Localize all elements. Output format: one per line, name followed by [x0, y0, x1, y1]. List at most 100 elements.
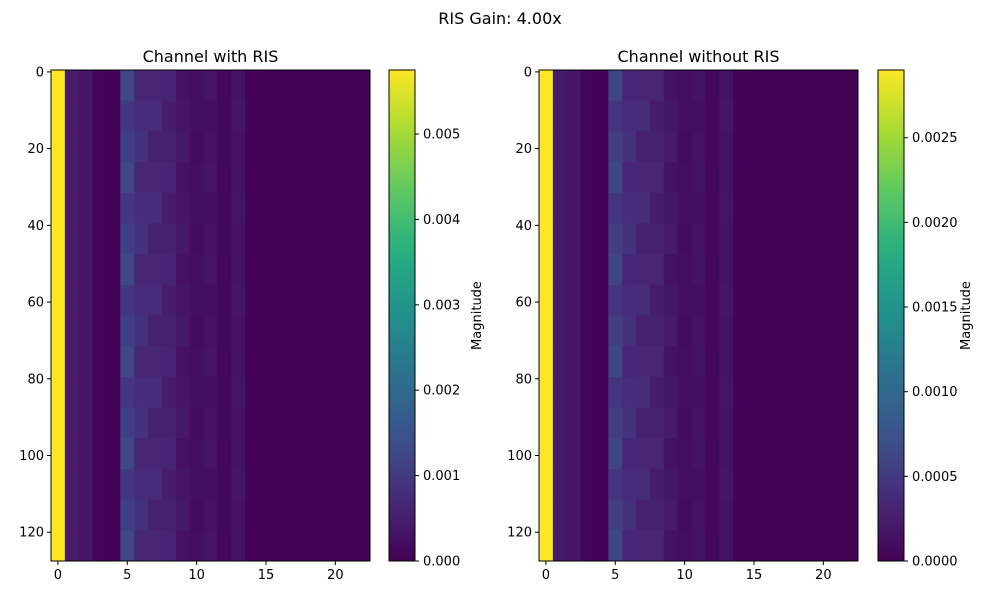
heatmap-cell	[691, 223, 706, 255]
heatmap-cell	[760, 407, 776, 439]
heatmap-cell	[245, 468, 260, 501]
heatmap-cell	[51, 223, 66, 255]
heatmap-cell	[594, 284, 609, 316]
heatmap-cell	[622, 499, 637, 531]
heatmap-cell	[356, 438, 371, 470]
heatmap-cell	[92, 530, 107, 562]
heatmap-cell	[733, 499, 748, 531]
heatmap-cell	[120, 530, 135, 562]
heatmap-cell	[259, 254, 274, 286]
heatmap-cell	[189, 376, 204, 408]
heatmap-cell	[816, 284, 831, 316]
y-tick-label: 120	[19, 526, 44, 541]
heatmap-cell	[566, 70, 582, 102]
heatmap-cell	[286, 284, 302, 316]
heatmap-cell	[286, 499, 302, 531]
colorbar-tick-label: 0.002	[423, 384, 460, 399]
heatmap-cell	[92, 438, 107, 470]
heatmap-cell	[231, 100, 246, 132]
heatmap-cell	[272, 162, 288, 194]
heatmap-cell	[719, 438, 734, 470]
x-tick-label: 10	[676, 568, 693, 583]
heatmap-cell	[78, 100, 94, 132]
heatmap-cell	[314, 438, 329, 470]
heatmap-cell	[691, 284, 706, 316]
heatmap-cell	[622, 254, 637, 286]
heatmap-cell	[774, 376, 790, 408]
heatmap-cell	[539, 70, 554, 102]
x-tick-label: 0	[542, 568, 550, 583]
heatmap-cell	[51, 468, 66, 501]
heatmap-cell	[719, 100, 734, 132]
heatmap-cell	[677, 438, 692, 470]
heatmap-cell	[342, 407, 357, 439]
heatmap-cell	[844, 346, 859, 378]
heatmap-cell	[245, 376, 260, 408]
heatmap-cell	[802, 407, 817, 439]
heatmap-cell	[552, 162, 568, 194]
heatmap-cell	[774, 499, 790, 531]
heatmap-cell	[636, 468, 651, 501]
heatmap-cell	[356, 315, 371, 347]
heatmap-cell	[663, 70, 679, 102]
heatmap-cell	[175, 315, 191, 347]
heatmap-cell	[314, 315, 329, 347]
heatmap-cell	[663, 284, 679, 316]
y-tick-label: 80	[27, 372, 44, 387]
heatmap-cell	[51, 499, 66, 531]
heatmap-cell	[92, 162, 107, 194]
heatmap-cell	[733, 223, 748, 255]
heatmap-cell	[649, 192, 665, 224]
heatmap-cell	[566, 100, 582, 132]
heatmap-cell	[245, 530, 260, 562]
heatmap-cell	[788, 162, 803, 194]
heatmap-cell	[622, 315, 637, 347]
heatmap-cell	[342, 254, 357, 286]
heatmap-cell	[245, 346, 260, 378]
heatmap-cell	[594, 192, 609, 224]
heatmap-cell	[691, 346, 706, 378]
heatmap-cell	[802, 70, 817, 102]
heatmap-cell	[691, 70, 706, 102]
heatmap-cell	[691, 407, 706, 439]
heatmap-cell	[608, 499, 623, 531]
heatmap-cell	[231, 192, 246, 224]
heatmap-cell	[733, 346, 748, 378]
heatmap-cell	[328, 438, 343, 470]
heatmap-cell	[64, 100, 80, 132]
y-tick-label: 40	[27, 219, 44, 234]
y-tick-label: 100	[507, 449, 532, 464]
heatmap-cell	[774, 131, 790, 163]
heatmap-cell	[747, 131, 762, 163]
y-tick-label: 20	[515, 142, 532, 157]
heatmap-cell	[719, 70, 734, 102]
heatmap-cell	[189, 499, 204, 531]
heatmap-cell	[774, 530, 790, 562]
heatmap-cell	[760, 284, 776, 316]
heatmap-cell	[788, 100, 803, 132]
heatmap-cell	[552, 438, 568, 470]
heatmap-cell	[259, 407, 274, 439]
heatmap-cell	[649, 70, 665, 102]
heatmap-cell	[663, 346, 679, 378]
heatmap-cell	[217, 162, 232, 194]
heatmap-cell	[120, 284, 135, 316]
colorbar	[388, 69, 416, 562]
heatmap-cell	[636, 499, 651, 531]
heatmap-cell	[580, 315, 595, 347]
heatmap-cell	[342, 100, 357, 132]
heatmap-cell	[64, 438, 80, 470]
heatmap-cell	[733, 162, 748, 194]
heatmap-cell	[134, 131, 149, 163]
heatmap-cell	[64, 530, 80, 562]
heatmap-cell	[649, 346, 665, 378]
heatmap-cell	[245, 100, 260, 132]
heatmap-cell	[760, 131, 776, 163]
heatmap-cell	[622, 438, 637, 470]
heatmap-cell	[608, 468, 623, 501]
heatmap-cell	[608, 407, 623, 439]
heatmap-cell	[705, 315, 720, 347]
heatmap-cell	[636, 438, 651, 470]
heatmap-cell	[300, 438, 315, 470]
